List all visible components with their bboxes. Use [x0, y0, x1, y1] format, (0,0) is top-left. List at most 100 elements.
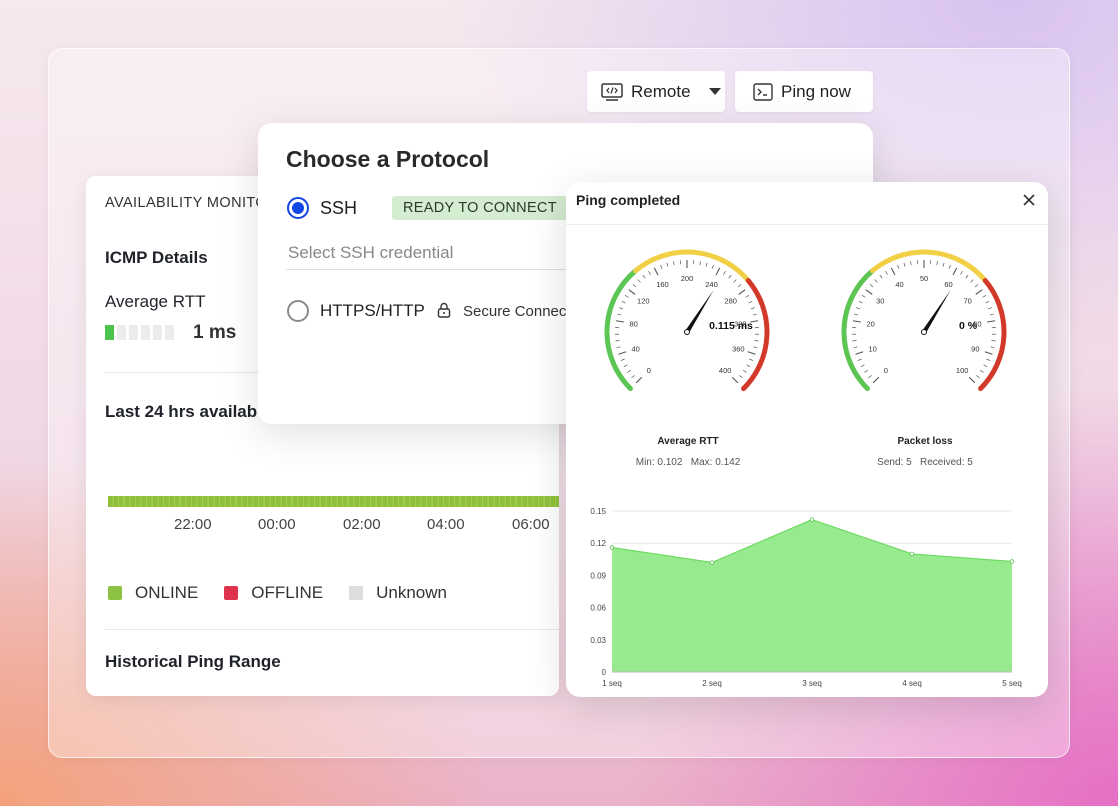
- gauge-tick: [615, 340, 620, 342]
- gauge-tick-label: 10: [868, 345, 876, 354]
- ping-now-button[interactable]: Ping now: [735, 71, 873, 112]
- gauge-tick: [948, 264, 951, 269]
- gauge-tick-label: 80: [629, 320, 637, 329]
- gauge-tick: [852, 320, 861, 323]
- gauge-tick: [865, 289, 873, 295]
- ssh-radio[interactable]: [287, 197, 309, 219]
- gauge-tick: [879, 274, 883, 279]
- y-tick-label: 0.06: [590, 604, 606, 613]
- gauge-tick: [632, 284, 637, 288]
- gauge-tick: [985, 301, 990, 304]
- gauge-tick: [861, 295, 866, 298]
- ping-title: Ping completed: [576, 192, 681, 208]
- x-tick-label: 1 seq: [602, 679, 622, 688]
- gauge-tick: [660, 264, 663, 269]
- gauge-tick: [631, 375, 635, 379]
- gauge-tick: [910, 261, 912, 266]
- close-icon[interactable]: [1022, 193, 1036, 212]
- gauge-tick: [619, 307, 624, 310]
- ssh-credential-select[interactable]: [286, 237, 586, 270]
- https-label: HTTPS/HTTP: [320, 301, 425, 320]
- gauge-tick: [749, 358, 754, 361]
- gauge-tick: [739, 375, 743, 379]
- gauge-tick-label: 90: [971, 345, 979, 354]
- gauge-tick: [868, 375, 872, 379]
- gauge-tick: [627, 369, 631, 373]
- data-point: [609, 545, 615, 550]
- gauge-tick: [852, 340, 857, 342]
- time-tick: 06:00: [512, 516, 550, 533]
- remote-dropdown-button[interactable]: Remote: [587, 71, 725, 112]
- gauge-tick: [653, 267, 659, 276]
- gauge-tick: [624, 295, 629, 298]
- gauge-tick: [885, 271, 888, 275]
- gauge-yellow-arc: [870, 249, 988, 284]
- gauge-tick: [731, 376, 739, 384]
- secure-connection-label: Secure Connec: [463, 303, 567, 320]
- gauge-tick: [854, 313, 859, 316]
- gauge-tick: [723, 271, 726, 275]
- gauge-tick-label: 40: [631, 345, 639, 354]
- gauge-tick: [970, 279, 974, 283]
- gauge-tick: [728, 274, 732, 279]
- gauge-tick: [858, 301, 863, 304]
- x-tick-label: 5 seq: [1002, 679, 1022, 688]
- ping-now-label: Ping now: [781, 81, 851, 101]
- gauge-tick: [745, 295, 750, 298]
- packet-loss-gauge: 0 10 20 30 40 50 60 70 80 90 100 0 %: [841, 249, 1007, 392]
- gauge-tick: [990, 346, 995, 349]
- legend-unknown: Unknown: [349, 583, 447, 603]
- gauge-tick: [618, 351, 627, 355]
- time-tick: 22:00: [174, 516, 212, 533]
- gauge-tick: [855, 351, 864, 355]
- ready-status-badge: READY TO CONNECT: [392, 196, 568, 220]
- gauge-tick: [874, 279, 878, 283]
- rtt-gauge-label: Average RTT: [657, 436, 719, 447]
- gauge-tick: [936, 261, 938, 266]
- gauge-tick: [747, 351, 756, 355]
- gauge-tick: [746, 364, 751, 367]
- gauge-yellow-arc: [633, 249, 751, 284]
- x-tick-label: 3 seq: [802, 679, 822, 688]
- gauge-tick: [637, 279, 641, 283]
- gauge-tick: [666, 262, 669, 267]
- gauge-red-arc: [978, 278, 1007, 392]
- area-fill: [612, 519, 1012, 672]
- legend-offline: OFFLINE: [224, 583, 323, 603]
- gauge-tick-label: 30: [876, 296, 884, 305]
- gauge-tick-label: 360: [732, 345, 745, 354]
- gauge-tick-label: 0: [647, 366, 651, 375]
- ping-result-card: Ping completed 0 40 80 120 160 200 240 280 320 36…: [566, 182, 1048, 697]
- time-tick: 04:00: [427, 516, 465, 533]
- gauge-tick-label: 0: [884, 366, 888, 375]
- time-tick: 00:00: [258, 516, 296, 533]
- legend-online: ONLINE: [108, 583, 198, 603]
- gauge-tick: [869, 284, 874, 288]
- gauge-tick: [853, 346, 858, 349]
- data-point: [1009, 559, 1015, 564]
- gauge-red-arc: [741, 278, 770, 392]
- data-point: [909, 551, 915, 557]
- ping-header: Ping completed: [566, 182, 1048, 225]
- gauge-needle: [922, 289, 951, 334]
- gauge-tick-label: 40: [895, 280, 903, 289]
- gauge-tick-label: 320: [734, 320, 747, 329]
- gauge-tick-label: 280: [724, 296, 737, 305]
- gauge-tick: [989, 313, 994, 316]
- gauge-needle-hub: [684, 329, 690, 335]
- gauge-tick: [860, 364, 865, 367]
- gauge-tick: [737, 284, 742, 288]
- gauge-tick: [648, 271, 651, 275]
- gauge-tick: [635, 376, 643, 384]
- availability-timeline-bar[interactable]: [108, 496, 559, 507]
- remote-code-icon: [601, 82, 623, 101]
- availability-title: AVAILABILITY MONITO: [105, 195, 268, 211]
- gauge-tick: [890, 267, 896, 276]
- time-tick: 02:00: [343, 516, 381, 533]
- gauge-tick: [960, 271, 963, 275]
- gauge-tick-label: 120: [637, 296, 650, 305]
- x-tick-label: 2 seq: [702, 679, 722, 688]
- https-radio[interactable]: [287, 300, 309, 322]
- y-tick-label: 0.15: [590, 507, 606, 516]
- gauge-tick-label: 20: [866, 320, 874, 329]
